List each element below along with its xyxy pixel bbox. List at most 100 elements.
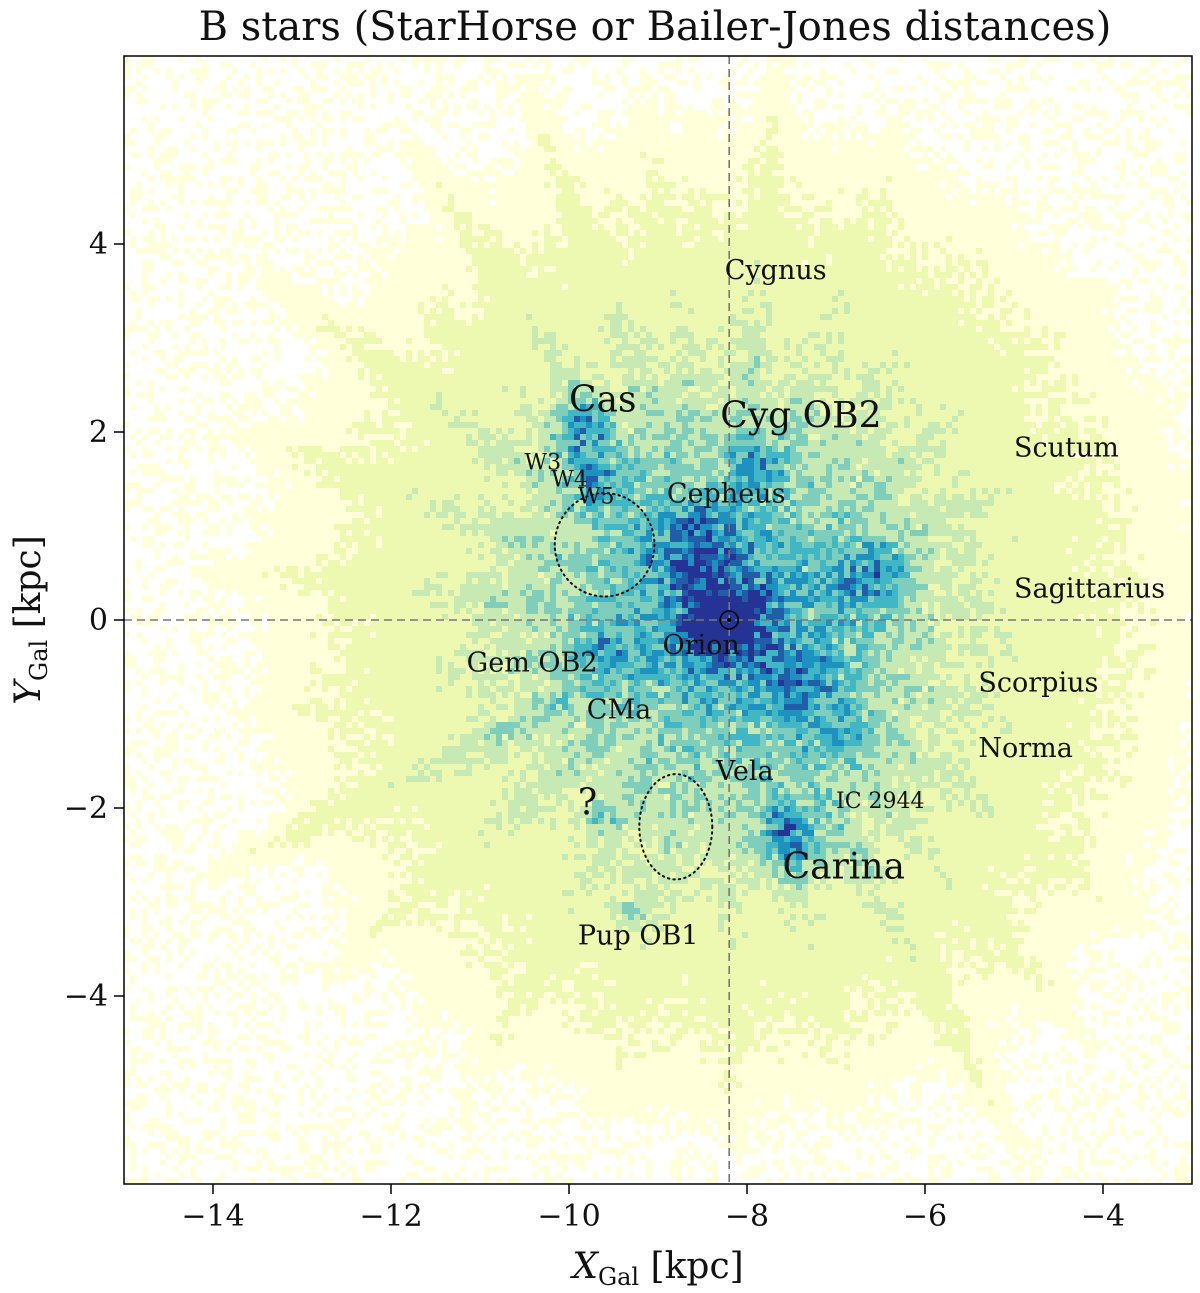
density-cell bbox=[322, 584, 328, 590]
density-cell bbox=[322, 446, 328, 452]
density-cell bbox=[406, 452, 412, 458]
density-cell bbox=[334, 620, 340, 626]
density-cell bbox=[406, 284, 412, 290]
density-cell bbox=[256, 764, 262, 770]
density-cell bbox=[262, 434, 268, 440]
density-cell bbox=[310, 476, 316, 482]
density-cell bbox=[304, 596, 310, 602]
density-cell bbox=[364, 956, 370, 962]
density-cell bbox=[190, 440, 196, 446]
density-cell bbox=[220, 878, 226, 884]
density-cell bbox=[274, 530, 280, 536]
density-cell bbox=[334, 1142, 340, 1148]
density-cell bbox=[202, 692, 208, 698]
density-cell bbox=[142, 356, 148, 362]
density-cell bbox=[340, 506, 346, 512]
density-cell bbox=[352, 290, 358, 296]
density-cell bbox=[250, 1028, 256, 1034]
density-cell bbox=[322, 422, 328, 428]
density-cell bbox=[280, 548, 286, 554]
density-cell bbox=[202, 974, 208, 980]
density-cell bbox=[244, 92, 250, 98]
density-cell bbox=[244, 212, 250, 218]
density-cell bbox=[400, 362, 406, 368]
density-cell bbox=[322, 662, 328, 668]
density-cell bbox=[220, 866, 226, 872]
density-cell bbox=[286, 188, 292, 194]
density-cell bbox=[124, 92, 130, 98]
density-cell bbox=[352, 464, 358, 470]
density-cell bbox=[334, 326, 340, 332]
density-cell bbox=[376, 464, 382, 470]
density-cell bbox=[286, 800, 292, 806]
density-cell bbox=[202, 1130, 208, 1136]
density-cell bbox=[364, 818, 370, 824]
density-cell bbox=[406, 806, 412, 812]
density-cell bbox=[388, 638, 394, 644]
density-cell bbox=[304, 488, 310, 494]
density-cell bbox=[334, 776, 340, 782]
density-cell bbox=[250, 884, 256, 890]
density-cell bbox=[214, 530, 220, 536]
density-cell bbox=[406, 416, 412, 422]
density-cell bbox=[316, 596, 322, 602]
density-cell bbox=[202, 398, 208, 404]
density-cell bbox=[220, 908, 226, 914]
density-cell bbox=[364, 614, 370, 620]
density-cell bbox=[298, 638, 304, 644]
density-cell bbox=[304, 638, 310, 644]
density-cell bbox=[340, 542, 346, 548]
density-cell bbox=[388, 464, 394, 470]
density-cell bbox=[148, 668, 154, 674]
density-cell bbox=[202, 986, 208, 992]
density-cell bbox=[124, 986, 130, 992]
density-cell bbox=[376, 236, 382, 242]
density-cell bbox=[310, 848, 316, 854]
density-cell bbox=[376, 362, 382, 368]
density-cell bbox=[202, 68, 208, 74]
density-cell bbox=[340, 698, 346, 704]
density-cell bbox=[304, 524, 310, 530]
density-cell bbox=[358, 260, 364, 266]
density-cell bbox=[406, 140, 412, 146]
density-cell bbox=[304, 626, 310, 632]
density-cell bbox=[316, 656, 322, 662]
density-cell bbox=[382, 518, 388, 524]
density-cell bbox=[142, 1094, 148, 1100]
density-cell bbox=[316, 578, 322, 584]
density-cell bbox=[382, 758, 388, 764]
density-cell bbox=[298, 566, 304, 572]
density-cell bbox=[316, 74, 322, 80]
density-cell bbox=[406, 1064, 412, 1070]
density-cell bbox=[136, 740, 142, 746]
density-cell bbox=[412, 338, 418, 344]
density-cell bbox=[358, 536, 364, 542]
density-cell bbox=[394, 278, 400, 284]
density-cell bbox=[130, 152, 136, 158]
density-cell bbox=[214, 926, 220, 932]
density-cell bbox=[346, 662, 352, 668]
density-cell bbox=[202, 1058, 208, 1064]
density-cell bbox=[394, 848, 400, 854]
density-cell bbox=[244, 1112, 250, 1118]
density-cell bbox=[262, 746, 268, 752]
density-cell bbox=[148, 332, 154, 338]
density-cell bbox=[310, 308, 316, 314]
density-cell bbox=[256, 560, 262, 566]
density-cell bbox=[232, 1106, 238, 1112]
density-cell bbox=[322, 410, 328, 416]
density-cell bbox=[286, 452, 292, 458]
density-cell bbox=[352, 698, 358, 704]
density-cell bbox=[316, 422, 322, 428]
density-cell bbox=[268, 1160, 274, 1166]
density-cell bbox=[202, 134, 208, 140]
density-cell bbox=[226, 962, 232, 968]
density-cell bbox=[292, 752, 298, 758]
density-cell bbox=[298, 1142, 304, 1148]
density-cell bbox=[346, 746, 352, 752]
density-cell bbox=[190, 1034, 196, 1040]
density-cell bbox=[322, 776, 328, 782]
density-cell bbox=[352, 530, 358, 536]
density-cell bbox=[310, 314, 316, 320]
density-cell bbox=[304, 326, 310, 332]
